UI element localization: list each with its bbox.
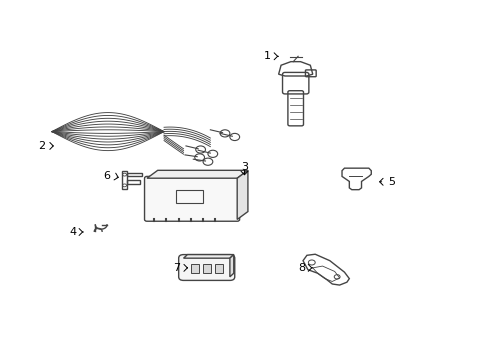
Text: 6: 6 (103, 171, 110, 181)
Polygon shape (237, 170, 247, 220)
Text: 5: 5 (387, 177, 394, 187)
Bar (122, 171, 127, 189)
Text: 7: 7 (173, 263, 180, 273)
Text: 8: 8 (298, 263, 305, 273)
Bar (190, 264, 198, 273)
Polygon shape (183, 255, 233, 258)
FancyBboxPatch shape (144, 176, 239, 221)
Text: 4: 4 (69, 227, 76, 237)
Polygon shape (229, 255, 233, 277)
Bar (176, 190, 203, 203)
Bar (215, 264, 223, 273)
Bar (127, 173, 142, 176)
Polygon shape (147, 170, 247, 178)
Bar (127, 180, 140, 184)
Text: 1: 1 (264, 51, 271, 61)
Text: 3: 3 (241, 162, 247, 172)
Bar (203, 264, 210, 273)
Text: 2: 2 (39, 141, 45, 151)
FancyBboxPatch shape (178, 255, 234, 280)
